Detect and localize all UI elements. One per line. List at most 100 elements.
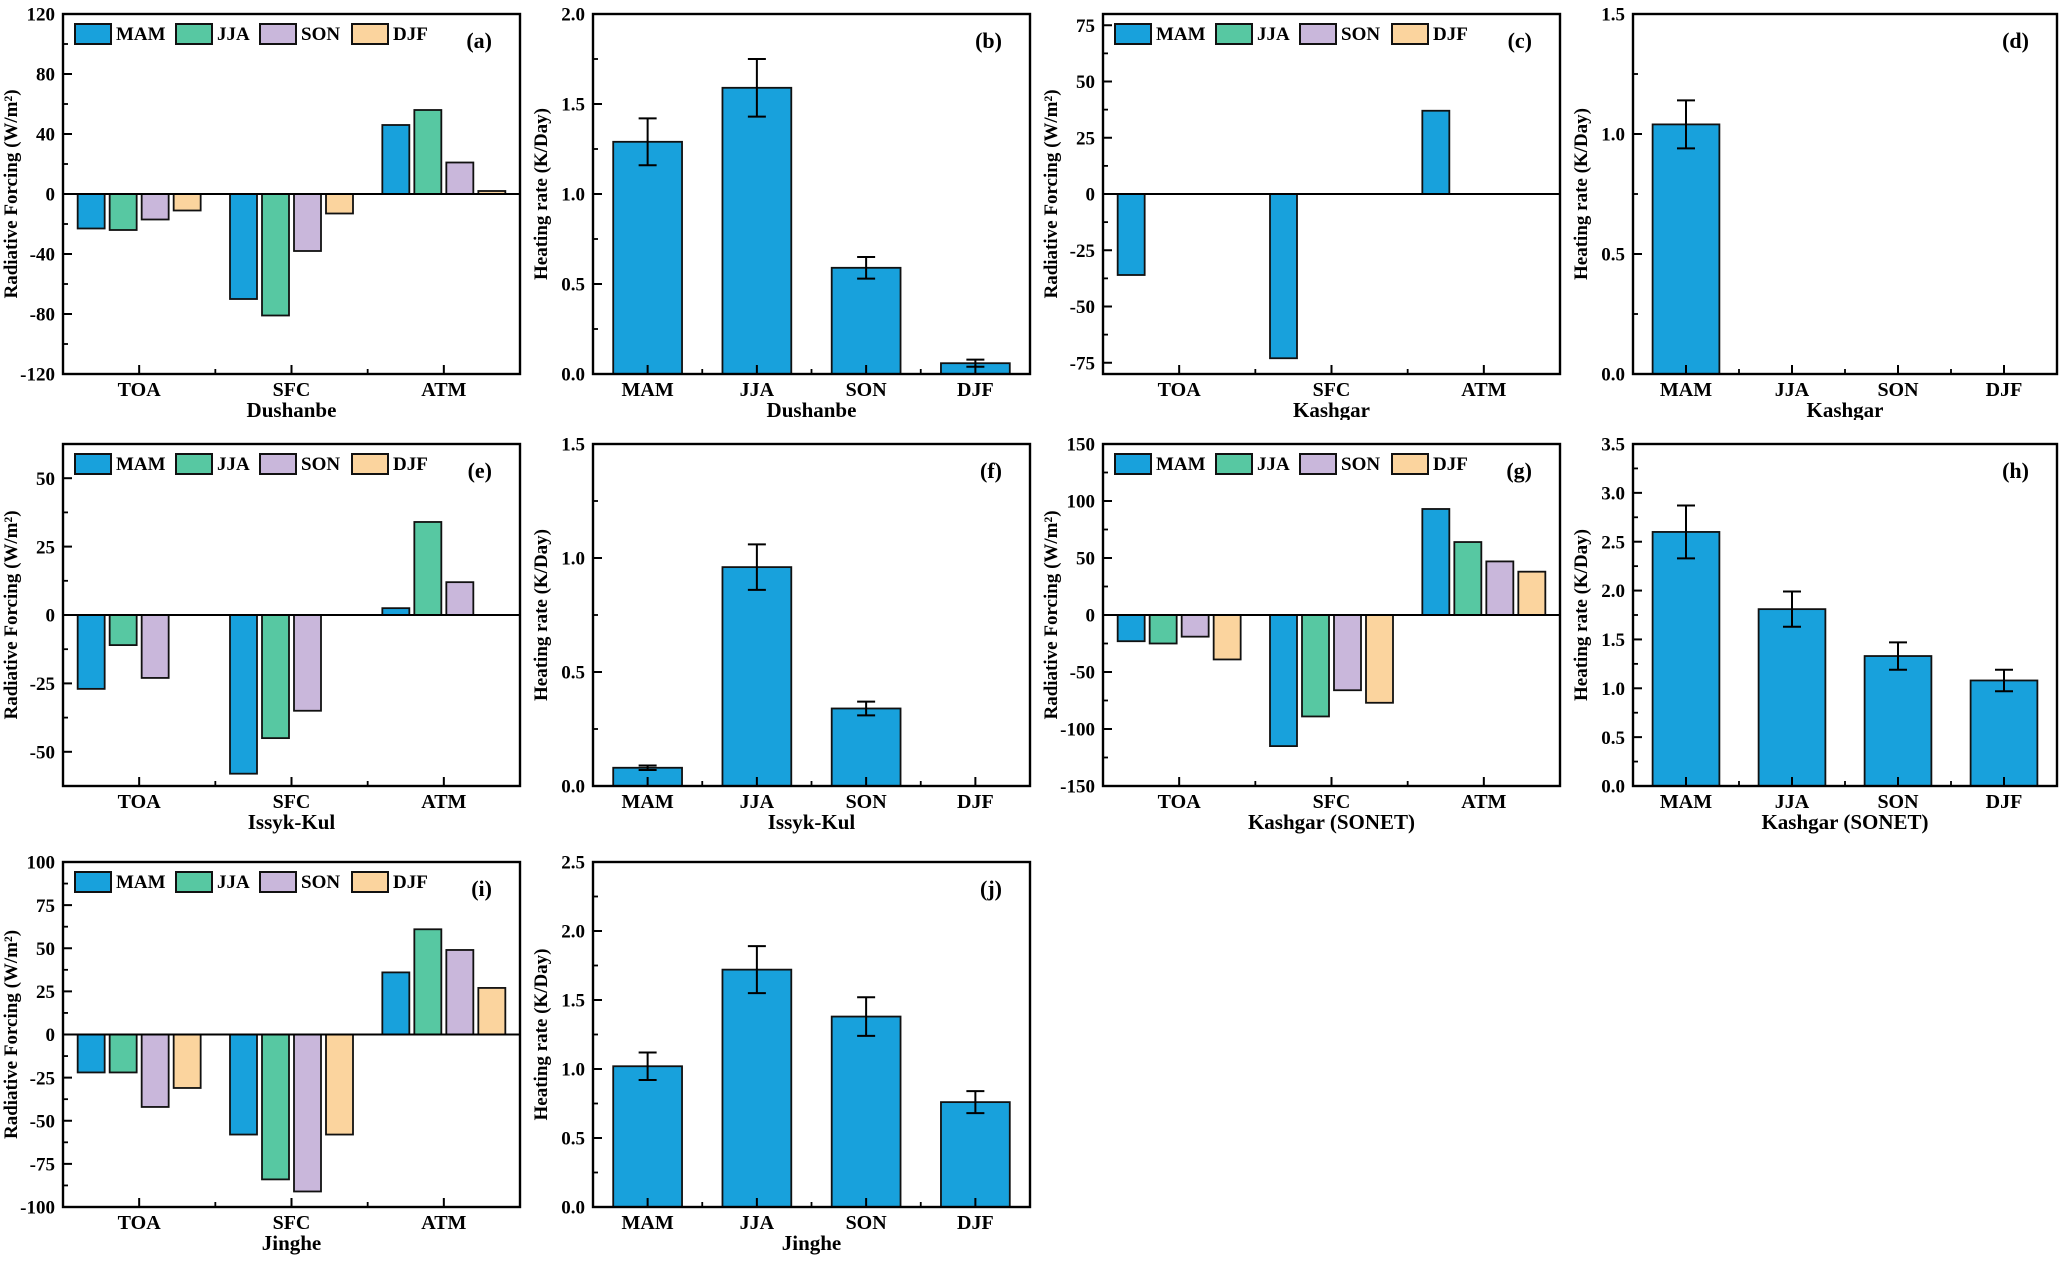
y-tick-label: 75 [1076,16,1095,37]
x-axis-title: Kashgar (SONET) [1761,810,1928,834]
legend-label-DJF: DJF [1433,454,1468,475]
y-tick-label: -40 [30,245,55,266]
bar-JJA [721,86,793,375]
bar-JJA [721,566,793,787]
y-tick-label: 1.5 [1601,5,1625,26]
bar-MAM-SFC [229,193,258,300]
legend-label-DJF: DJF [393,24,428,45]
legend-swatch-SON [259,871,297,893]
legend-label-JJA: JJA [217,24,250,45]
x-category-label: DJF [1986,791,2023,813]
y-tick-label: 0.5 [561,1129,585,1150]
panel-e-radiative-forcing-issyk-kul: -50 -25 0 25 50 TOA SFC ATM Radiative Forcing (W… [0,420,530,850]
legend-label-DJF: DJF [1433,24,1468,45]
panel-letter: (e) [468,458,492,483]
x-axis-title: Dushanbe [247,398,337,420]
bar-MAM-ATM [1421,508,1451,616]
bar-SON-ATM [445,161,475,195]
legend-label-MAM: MAM [1156,454,1206,475]
x-category-label: JJA [1775,379,1810,401]
y-tick-label: 0 [46,606,56,627]
bar-MAM [612,140,683,375]
y-tick-label: 0 [1086,606,1096,627]
y-tick-label: 1.0 [1601,125,1625,146]
y-axis-title: Heating rate (K/Day) [531,108,552,280]
y-tick-label: 1.0 [561,1060,585,1081]
bar-MAM [612,1065,683,1208]
legend-label-SON: SON [1341,24,1380,45]
y-tick-label: 0.0 [561,365,585,386]
bar-DJF-TOA [1212,614,1242,661]
y-tick-label: 1.5 [561,95,585,116]
x-category-label: ATM [421,791,466,813]
y-tick-label: 25 [1076,128,1095,149]
chart-a: -120 -80 -40 0 40 80 120 TOA SFC ATM Radiative For… [1,5,522,420]
y-tick-label: -50 [1070,663,1095,684]
legend-swatch-DJF [351,871,389,893]
chart-j: 0.0 0.5 1.0 1.5 2.0 2.5 MAM JJA SON DJF Heating ra… [531,853,1032,1255]
y-tick-label: 100 [1067,492,1096,513]
bar-SON-TOA [1180,614,1210,638]
bar-JJA-SFC [261,1033,290,1181]
bar-DJF-SFC [1365,614,1394,704]
x-category-label: JJA [740,1212,775,1234]
x-axis-title: Kashgar [1806,398,1883,420]
plot-frame [591,12,1032,376]
bar-SON [1863,655,1933,787]
bar-MAM-SFC [1269,193,1298,360]
bar-JJA-ATM [1453,541,1483,616]
y-tick-label: -100 [1060,720,1095,741]
bar-MAM-SFC [229,1033,258,1136]
x-category-label: MAM [1660,379,1712,401]
x-category-label: JJA [740,791,775,813]
bar-DJF [940,1101,1011,1208]
x-axis-title: Jinghe [262,1231,322,1255]
x-axis-title: Issyk-Kul [248,810,336,834]
bar-SON-ATM [1485,560,1515,616]
legend-swatch-MAM [1114,453,1152,475]
y-tick-label: 80 [36,65,55,86]
y-tick-label: 100 [27,853,56,874]
bar-SON-SFC [293,614,322,712]
x-category-label: TOA [1158,379,1202,401]
panel-g-radiative-forcing-kashgar-sonet: -150 -100 -50 0 50 100 150 TOA SFC ATM Radiative F… [1040,420,1570,850]
x-category-label: SON [846,791,888,813]
panel-f-heating-rate-issyk-kul: 0.0 0.5 1.0 1.5 MAM JJA SON DJF Heating rate (K/… [530,420,1040,850]
x-category-label: JJA [740,379,775,401]
legend-label-SON: SON [301,454,340,475]
x-category-label: ATM [421,379,466,401]
y-tick-label: 0 [46,185,56,206]
x-category-label: SON [1877,379,1919,401]
panel-letter: (g) [1506,458,1532,483]
panel-b-heating-rate-dushanbe: 0.0 0.5 1.0 1.5 2.0 MAM JJA SON DJF Heating rate … [530,0,1040,420]
legend-swatch-JJA [175,871,213,893]
chart-g: -150 -100 -50 0 50 100 150 TOA SFC ATM Radiative F… [1041,435,1562,834]
y-tick-label: 0.0 [561,777,585,798]
y-tick-label: 1.0 [1601,679,1625,700]
x-category-label: SFC [1313,791,1351,813]
y-tick-label: 150 [1067,435,1096,456]
x-category-label: SFC [273,379,311,401]
y-axis-title: Heating rate (K/Day) [531,948,552,1120]
panel-letter: (h) [2002,458,2029,483]
legend-label-DJF: DJF [393,454,428,475]
x-category-label: DJF [957,379,994,401]
panel-letter: (c) [1508,28,1532,53]
legend-swatch-JJA [175,23,213,45]
panel-letter: (a) [466,28,492,53]
y-axis-title: Radiative Forcing (W/m²) [1,510,22,719]
y-axis-title: Radiative Forcing (W/m²) [1,89,22,298]
bar-SON-TOA [140,193,170,221]
y-tick-label: 50 [1076,72,1095,93]
panel-letter: (j) [980,876,1002,901]
bar-DJF-TOA [172,1033,202,1089]
legend-swatch-MAM [1114,23,1152,45]
y-tick-label: 0.0 [1601,777,1625,798]
bar-SON [830,266,902,375]
bar-MAM [1651,123,1721,375]
bar-JJA-TOA [108,614,138,646]
plot-frame [1101,12,1562,376]
bar-SON-ATM [445,581,475,616]
x-category-label: TOA [118,1212,162,1234]
y-tick-label: 50 [36,469,55,490]
